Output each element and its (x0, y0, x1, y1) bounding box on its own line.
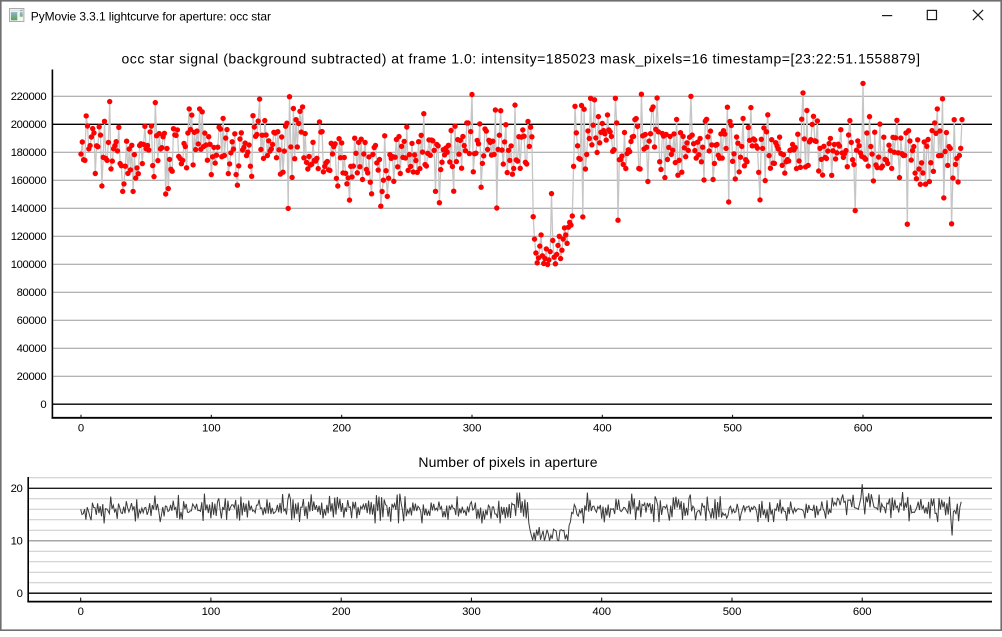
svg-text:100000: 100000 (11, 259, 47, 271)
svg-text:500: 500 (723, 423, 742, 435)
svg-text:400: 400 (592, 606, 611, 618)
svg-text:100: 100 (202, 606, 221, 618)
svg-text:10: 10 (11, 536, 23, 548)
svg-text:300: 300 (462, 606, 481, 618)
svg-text:600: 600 (854, 423, 873, 435)
svg-text:200: 200 (332, 423, 351, 435)
svg-text:200000: 200000 (11, 119, 47, 131)
svg-text:20: 20 (11, 483, 23, 495)
svg-text:0: 0 (78, 423, 84, 435)
svg-text:80000: 80000 (17, 287, 47, 299)
svg-text:0: 0 (78, 606, 84, 618)
svg-text:100: 100 (202, 423, 221, 435)
svg-text:300: 300 (463, 423, 482, 435)
svg-text:0: 0 (40, 399, 46, 411)
svg-text:220000: 220000 (11, 91, 47, 103)
svg-text:200: 200 (332, 606, 351, 618)
svg-text:600: 600 (853, 606, 872, 618)
svg-text:120000: 120000 (11, 231, 47, 243)
svg-text:Number of pixels in aperture: Number of pixels in aperture (418, 454, 597, 470)
svg-text:occ star signal (background su: occ star signal (background subtracted) … (122, 50, 921, 66)
svg-text:140000: 140000 (11, 203, 47, 215)
svg-text:180000: 180000 (11, 147, 47, 159)
svg-text:400: 400 (593, 423, 612, 435)
svg-text:60000: 60000 (17, 315, 47, 327)
svg-text:PyMovie 3.3.1 lightcurve for a: PyMovie 3.3.1 lightcurve for aperture: o… (31, 9, 271, 23)
svg-text:40000: 40000 (17, 343, 47, 355)
svg-text:160000: 160000 (11, 175, 47, 187)
svg-text:500: 500 (723, 606, 742, 618)
svg-text:0: 0 (17, 588, 23, 600)
svg-text:20000: 20000 (17, 371, 47, 383)
